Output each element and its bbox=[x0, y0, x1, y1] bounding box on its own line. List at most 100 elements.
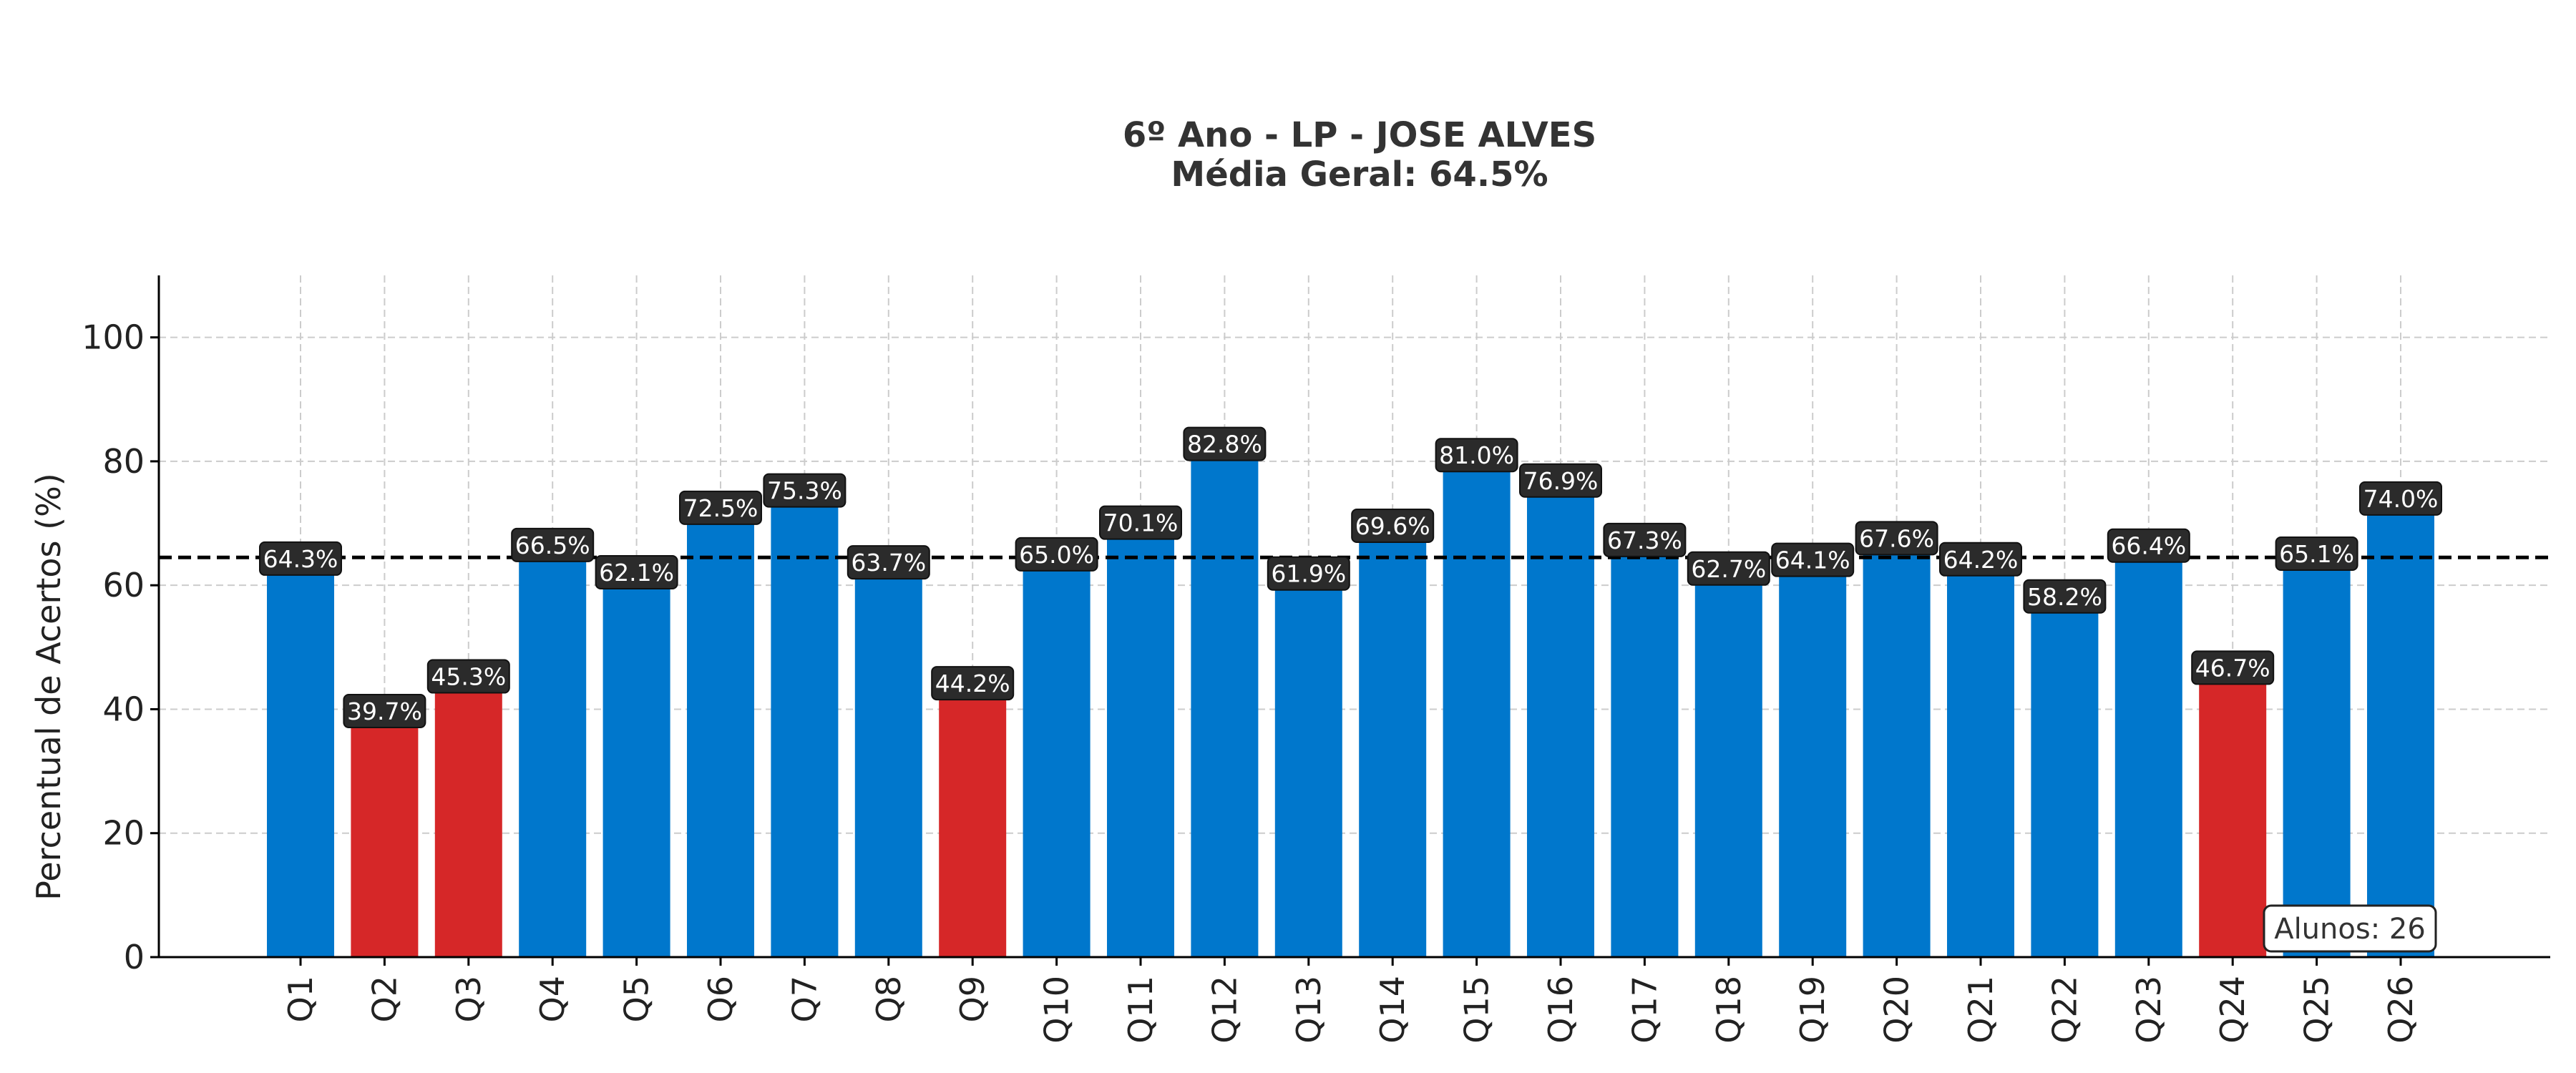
value-label-q3: 45.3% bbox=[426, 659, 510, 694]
value-label-box bbox=[1183, 426, 1267, 461]
y-tick-label: 100 bbox=[82, 318, 145, 357]
value-label-box bbox=[1855, 521, 1938, 556]
value-label-q24: 46.7% bbox=[2191, 650, 2275, 685]
bar-q10 bbox=[1023, 554, 1091, 957]
bar-q5 bbox=[602, 572, 670, 957]
value-label-text: 62.1% bbox=[599, 559, 674, 587]
bar-q23 bbox=[2114, 545, 2182, 957]
value-label-text: 67.6% bbox=[1859, 524, 1934, 552]
value-label-text: 82.8% bbox=[1187, 431, 1262, 459]
bar-q11 bbox=[1107, 522, 1174, 957]
value-label-box bbox=[1519, 463, 1602, 498]
y-tick-label: 80 bbox=[102, 442, 145, 481]
x-tick-label: Q12 bbox=[1205, 976, 1244, 1044]
x-tick-label: Q25 bbox=[2298, 976, 2336, 1044]
value-label-box bbox=[679, 490, 762, 525]
value-label-text: 81.0% bbox=[1439, 441, 1514, 469]
value-label-box bbox=[1603, 522, 1687, 557]
y-tick-label: 0 bbox=[124, 938, 145, 976]
value-label-q23: 66.4% bbox=[2107, 528, 2190, 563]
value-label-text: 62.7% bbox=[1691, 555, 1766, 583]
value-label-q15: 81.0% bbox=[1435, 438, 1518, 473]
value-label-box bbox=[511, 527, 595, 562]
bar-q15 bbox=[1443, 455, 1511, 957]
students-annotation: Alunos: 26 bbox=[2274, 913, 2426, 946]
bar-q19 bbox=[1779, 559, 1847, 957]
value-label-box bbox=[595, 554, 678, 589]
value-label-q21: 64.2% bbox=[1939, 542, 2022, 577]
value-label-q13: 61.9% bbox=[1267, 556, 1350, 591]
bar-q18 bbox=[1694, 568, 1762, 957]
x-ticks: Q1 Q2 Q3 Q4 Q5 Q6 Q7 Q8 Q9 Q10 Q11 Q12 Q13 Q14 Q15 Q16 Q… bbox=[281, 957, 2420, 1044]
value-label-box bbox=[259, 541, 342, 576]
bar-q25 bbox=[2283, 553, 2351, 957]
bar-q16 bbox=[1527, 480, 1594, 957]
bar-q7 bbox=[771, 490, 839, 957]
bar-q17 bbox=[1611, 539, 1679, 957]
x-tick-label: Q5 bbox=[618, 976, 656, 1022]
value-label-text: 65.0% bbox=[1019, 541, 1094, 569]
bar-q6 bbox=[687, 507, 754, 957]
axes bbox=[157, 275, 2550, 959]
value-label-q16: 76.9% bbox=[1519, 463, 1602, 498]
x-tick-label: Q11 bbox=[1121, 976, 1160, 1044]
value-label-text: 45.3% bbox=[431, 663, 506, 691]
x-tick-label: Q9 bbox=[953, 976, 992, 1022]
bar-q3 bbox=[434, 676, 502, 957]
x-tick-label: Q14 bbox=[1373, 976, 1412, 1044]
bar-q8 bbox=[854, 562, 922, 957]
value-label-q8: 63.7% bbox=[847, 545, 930, 580]
x-tick-label: Q18 bbox=[1709, 976, 1748, 1044]
y-tick-label: 60 bbox=[102, 566, 145, 604]
value-label-text: 72.5% bbox=[683, 494, 758, 522]
y-ticks: 0 20 40 60 80 100 bbox=[82, 318, 159, 976]
bar-q2 bbox=[351, 711, 419, 957]
x-tick-label: Q10 bbox=[1038, 976, 1076, 1044]
value-label-box bbox=[426, 659, 510, 694]
x-tick-label: Q22 bbox=[2045, 976, 2084, 1044]
x-tick-label: Q15 bbox=[1458, 976, 1496, 1044]
chart-title: 6º Ano - LP - JOSE ALVES bbox=[1123, 115, 1596, 155]
value-label-box bbox=[2107, 528, 2190, 563]
value-label-box bbox=[1351, 509, 1435, 544]
value-label-q12: 82.8% bbox=[1183, 426, 1267, 461]
bar-q20 bbox=[1863, 538, 1931, 957]
value-label-q22: 58.2% bbox=[2023, 579, 2107, 614]
value-label-text: 76.9% bbox=[1523, 467, 1599, 495]
grid bbox=[159, 275, 2550, 958]
value-label-box bbox=[2191, 650, 2275, 685]
value-label-text: 67.3% bbox=[1607, 526, 1682, 554]
value-label-text: 39.7% bbox=[347, 697, 422, 725]
value-label-box bbox=[763, 473, 847, 508]
y-tick-label: 40 bbox=[102, 690, 145, 728]
students-annotation-box: Alunos: 26 bbox=[2263, 904, 2437, 953]
x-tick-label: Q26 bbox=[2381, 976, 2420, 1044]
value-label-q10: 65.0% bbox=[1015, 536, 1098, 572]
value-label-text: 58.2% bbox=[2027, 583, 2102, 611]
value-label-q18: 62.7% bbox=[1687, 551, 1770, 586]
value-label-box bbox=[1015, 536, 1098, 572]
bar-q13 bbox=[1274, 573, 1342, 957]
bars bbox=[267, 444, 2434, 957]
value-label-text: 69.6% bbox=[1355, 512, 1430, 540]
value-label-q9: 44.2% bbox=[931, 666, 1015, 701]
bar-q14 bbox=[1359, 526, 1427, 957]
x-tick-label: Q7 bbox=[785, 976, 824, 1022]
value-label-box bbox=[2275, 536, 2358, 571]
y-tick-label: 20 bbox=[102, 814, 145, 853]
value-label-q20: 67.6% bbox=[1855, 521, 1938, 556]
value-label-box bbox=[343, 694, 426, 729]
x-tick-label: Q1 bbox=[281, 976, 320, 1022]
chart-subtitle: Média Geral: 64.5% bbox=[1171, 155, 1548, 195]
value-label-box bbox=[1687, 551, 1770, 586]
value-label-q5: 62.1% bbox=[595, 554, 678, 589]
value-label-q7: 75.3% bbox=[763, 473, 847, 508]
value-label-text: 64.1% bbox=[1775, 547, 1850, 574]
value-label-text: 66.5% bbox=[515, 531, 590, 559]
value-label-box bbox=[1099, 505, 1182, 540]
value-label-q11: 70.1% bbox=[1099, 505, 1182, 540]
value-label-q1: 64.3% bbox=[259, 541, 342, 576]
value-label-q19: 64.1% bbox=[1771, 542, 1855, 577]
value-label-text: 44.2% bbox=[935, 670, 1010, 697]
